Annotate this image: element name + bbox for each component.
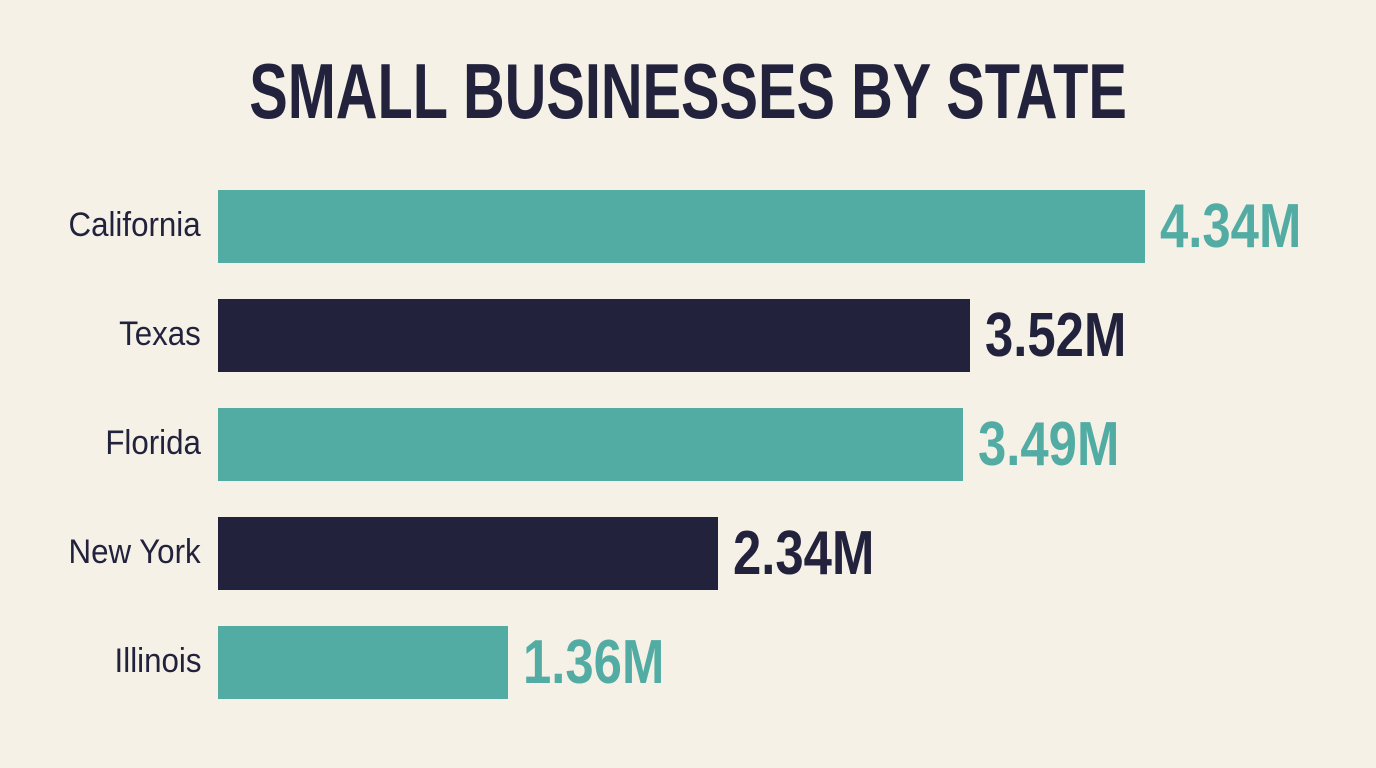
bar-illinois (218, 626, 509, 699)
category-label: Illinois (114, 642, 201, 680)
category-label: California (68, 206, 201, 244)
value-label: 2.34M (732, 519, 875, 588)
category-label: New York (68, 533, 201, 571)
value-label: 1.36M (523, 628, 665, 697)
value-label: 3.49M (978, 410, 1120, 479)
category-label: Texas (119, 315, 201, 353)
chart-title-text: SMALL BUSINESSES BY STATE (249, 47, 1127, 135)
value-label: 4.34M (1160, 192, 1302, 261)
bar-texas (218, 299, 970, 372)
chart-title: SMALL BUSINESSES BY STATE (0, 46, 1376, 137)
bar-california (218, 190, 1145, 263)
category-label: Florida (105, 424, 201, 462)
value-label: 3.52M (984, 301, 1127, 370)
bar-florida (218, 408, 964, 481)
bar-new-york (218, 517, 718, 590)
